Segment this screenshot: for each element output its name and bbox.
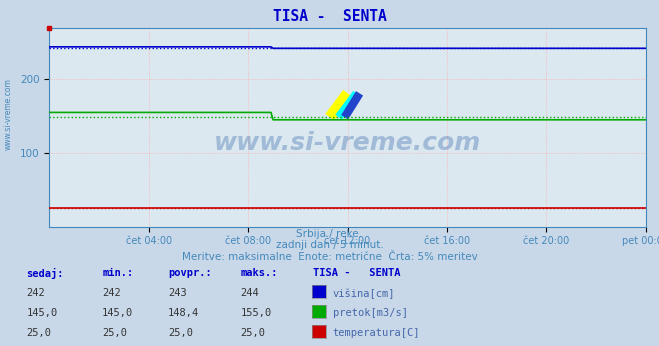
Text: 145,0: 145,0 xyxy=(102,308,133,318)
Text: višina[cm]: višina[cm] xyxy=(333,288,395,299)
Text: Srbija / reke.: Srbija / reke. xyxy=(297,229,362,239)
Text: TISA -  SENTA: TISA - SENTA xyxy=(273,9,386,24)
Text: www.si-vreme.com: www.si-vreme.com xyxy=(214,131,481,155)
Text: sedaj:: sedaj: xyxy=(26,268,64,279)
Text: 243: 243 xyxy=(168,288,186,298)
Text: 145,0: 145,0 xyxy=(26,308,57,318)
Text: pretok[m3/s]: pretok[m3/s] xyxy=(333,308,408,318)
Text: 25,0: 25,0 xyxy=(26,328,51,338)
Text: 242: 242 xyxy=(102,288,121,298)
Text: 25,0: 25,0 xyxy=(168,328,193,338)
Text: 25,0: 25,0 xyxy=(102,328,127,338)
Text: Meritve: maksimalne  Enote: metrične  Črta: 5% meritev: Meritve: maksimalne Enote: metrične Črta… xyxy=(182,252,477,262)
Text: min.:: min.: xyxy=(102,268,133,278)
Text: zadnji dan / 5 minut.: zadnji dan / 5 minut. xyxy=(275,240,384,251)
Text: 148,4: 148,4 xyxy=(168,308,199,318)
Text: maks.:: maks.: xyxy=(241,268,278,278)
Text: 244: 244 xyxy=(241,288,259,298)
Text: temperatura[C]: temperatura[C] xyxy=(333,328,420,338)
Text: TISA -   SENTA: TISA - SENTA xyxy=(313,268,401,278)
Text: 242: 242 xyxy=(26,288,45,298)
Text: 155,0: 155,0 xyxy=(241,308,272,318)
Text: 25,0: 25,0 xyxy=(241,328,266,338)
Text: www.si-vreme.com: www.si-vreme.com xyxy=(3,78,13,150)
Text: povpr.:: povpr.: xyxy=(168,268,212,278)
